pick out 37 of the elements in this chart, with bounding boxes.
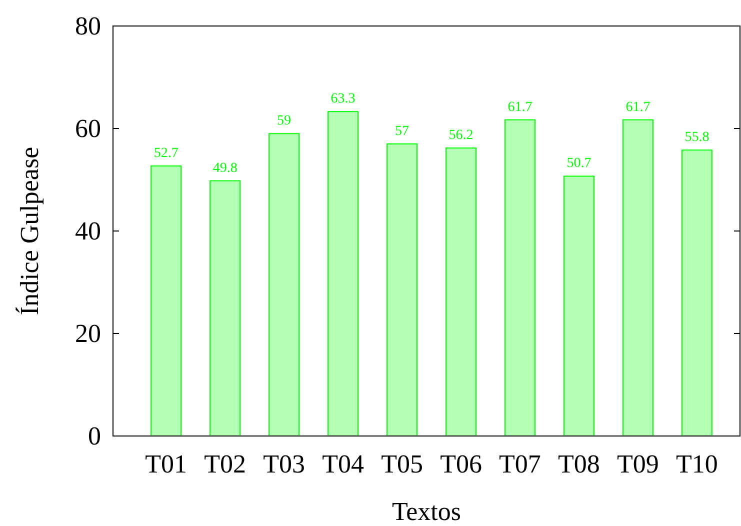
y-tick-label: 20 (75, 318, 101, 348)
x-tick-label: T07 (499, 449, 541, 478)
data-label: 57 (395, 124, 410, 139)
bar (563, 176, 594, 436)
x-tick-label: T09 (617, 449, 659, 478)
bar (268, 133, 300, 436)
x-tick-label: T06 (440, 449, 482, 478)
bar (681, 150, 712, 436)
data-label: 56.2 (448, 128, 474, 143)
bar (504, 119, 536, 436)
y-tick-label: 80 (75, 11, 101, 40)
y-tick-label: 60 (75, 114, 101, 143)
x-tick-label: T04 (322, 449, 364, 478)
data-label: 55.8 (684, 130, 710, 146)
y-axis-title: Índice Gulpease (15, 146, 44, 316)
bar (328, 111, 359, 436)
data-label: 63.3 (330, 92, 356, 107)
y-tick-label: 40 (75, 216, 101, 246)
bar (446, 147, 477, 436)
bar (386, 143, 418, 436)
bar (622, 119, 654, 436)
x-axis-title: Textos (392, 497, 461, 526)
data-label: 59 (277, 114, 292, 129)
bar (210, 180, 241, 436)
x-tick-label: T10 (676, 449, 718, 478)
data-label: 50.7 (566, 156, 592, 172)
data-label: 61.7 (508, 100, 532, 115)
data-label: 61.7 (626, 100, 650, 115)
bar (150, 165, 182, 436)
y-tick-label: 0 (88, 421, 101, 450)
x-tick-label: T05 (381, 449, 423, 478)
x-tick-label: T08 (558, 449, 600, 478)
x-tick-label: T02 (204, 449, 246, 478)
data-label: 49.8 (212, 160, 238, 176)
x-tick-label: T03 (263, 449, 305, 478)
data-label: 52.7 (154, 146, 178, 161)
x-tick-label: T01 (145, 449, 188, 478)
